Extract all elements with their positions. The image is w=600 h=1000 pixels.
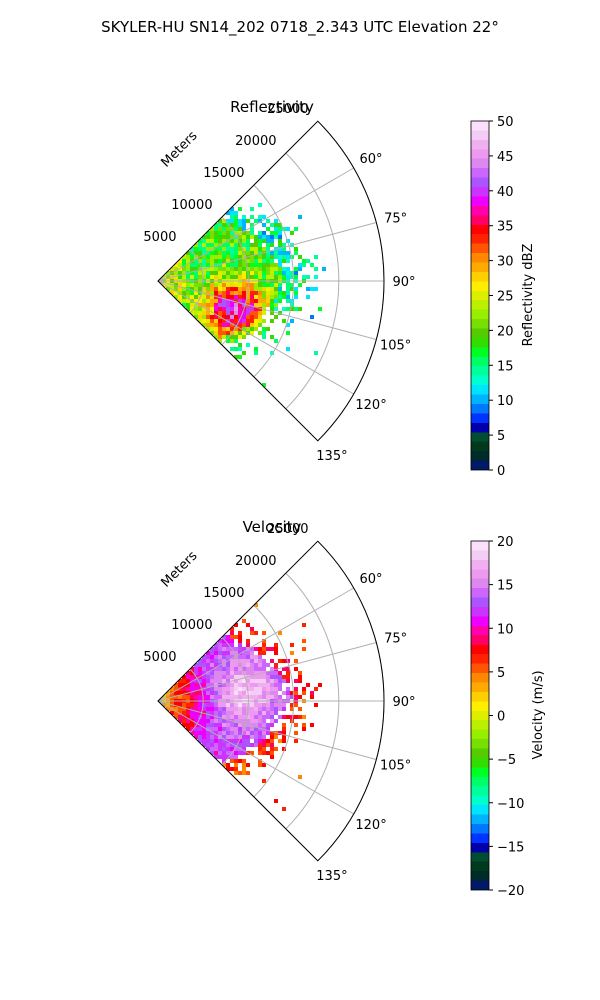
- colorbar-tick-label: 40: [497, 185, 514, 200]
- reflectivity-grid: [157, 120, 385, 442]
- azimuth-tick-label: 105°: [380, 759, 411, 774]
- velocity-panel: Velocity 5000 10000 15000 20000 25000 60° 75°…: [143, 518, 415, 884]
- colorbar-tick-label: 35: [497, 220, 514, 235]
- azimuth-tick-label: 120°: [355, 818, 386, 833]
- sector-boundary: [157, 120, 385, 442]
- velocity-echo: [158, 603, 322, 811]
- reflectivity-azimuth-ticks: 60° 75° 90° 105° 120° 135°: [316, 152, 415, 464]
- colorbar-tick-label: 10: [497, 394, 514, 409]
- azimuth-spoke: [157, 280, 377, 340]
- reflectivity-echo: [158, 203, 326, 387]
- azimuth-tick-label: 75°: [384, 211, 407, 226]
- azimuth-tick-label: 90°: [392, 695, 415, 710]
- sector-boundary: [157, 540, 385, 862]
- colorbar-tick-label: −15: [497, 840, 524, 855]
- azimuth-tick-label: 75°: [384, 631, 407, 646]
- azimuth-tick-label: 120°: [355, 398, 386, 413]
- reflectivity-colorbar-ticks: 0 5 10 15 20 25 30 35 40 45 50: [489, 115, 514, 479]
- colorbar-tick-label: −20: [497, 884, 524, 899]
- velocity-range-ticks: 5000 10000 15000 20000 25000: [143, 522, 308, 665]
- range-tick-label: 20000: [235, 134, 276, 149]
- colorbar-tick-label: 25: [497, 290, 514, 305]
- range-tick-label: 20000: [235, 554, 276, 569]
- velocity-colorbar-label: Velocity (m/s): [531, 670, 546, 759]
- range-tick-label: 25000: [267, 522, 308, 537]
- velocity-radial-label: Meters: [159, 548, 201, 590]
- figure-suptitle: SKYLER-HU SN14_202 0718_2.343 UTC Elevat…: [101, 18, 499, 37]
- azimuth-tick-label: 90°: [392, 275, 415, 290]
- colorbar-tick-label: 20: [497, 535, 514, 550]
- range-tick-label: 5000: [143, 230, 176, 245]
- azimuth-tick-label: 135°: [316, 449, 347, 464]
- colorbar-tick-label: 50: [497, 115, 514, 130]
- velocity-colorbar-bar: [470, 540, 490, 891]
- azimuth-spoke: [157, 280, 354, 395]
- range-tick-label: 25000: [267, 102, 308, 117]
- azimuth-spoke: [157, 642, 377, 702]
- velocity-title: Velocity: [243, 518, 302, 536]
- colorbar-tick-label: 15: [497, 359, 514, 374]
- velocity-grid: [157, 540, 385, 862]
- colorbar-tick-label: 15: [497, 579, 514, 594]
- azimuth-spoke: [157, 222, 377, 282]
- azimuth-spoke: [157, 587, 354, 702]
- colorbar-tick-label: 30: [497, 255, 514, 270]
- colorbar-tick-label: 0: [497, 464, 505, 479]
- reflectivity-colorbar-label: Reflectivity dBZ: [521, 244, 536, 347]
- range-tick-label: 15000: [203, 166, 244, 181]
- colorbar-tick-label: 0: [497, 710, 505, 725]
- range-tick-label: 15000: [203, 586, 244, 601]
- azimuth-spoke: [157, 700, 354, 815]
- velocity-azimuth-ticks: 60° 75° 90° 105° 120° 135°: [316, 572, 415, 884]
- reflectivity-colorbar-bar: [470, 120, 490, 471]
- azimuth-tick-label: 135°: [316, 869, 347, 884]
- reflectivity-title: Reflectivity: [230, 98, 314, 116]
- range-tick-label: 5000: [143, 650, 176, 665]
- colorbar-tick-label: 5: [497, 429, 505, 444]
- velocity-colorbar: −20 −15 −10 −5 0 5 10 15 20 Velocity (m/s): [470, 535, 546, 899]
- colorbar-tick-label: −5: [497, 753, 516, 768]
- colorbar-tick-label: 5: [497, 666, 505, 681]
- azimuth-tick-label: 105°: [380, 339, 411, 354]
- azimuth-tick-label: 60°: [360, 572, 383, 587]
- reflectivity-panel: Reflectivity 5000 10000 15000 20000 25000 60…: [143, 98, 415, 464]
- azimuth-spoke: [157, 700, 377, 760]
- azimuth-spoke: [157, 167, 354, 282]
- colorbar-tick-label: 20: [497, 324, 514, 339]
- velocity-colorbar-ticks: −20 −15 −10 −5 0 5 10 15 20: [489, 535, 524, 899]
- colorbar-tick-label: −10: [497, 797, 524, 812]
- reflectivity-colorbar: 0 5 10 15 20 25 30 35 40 45 50 Reflectivity dBZ: [470, 115, 536, 479]
- colorbar-tick-label: 10: [497, 622, 514, 637]
- colorbar-tick-label: 45: [497, 150, 514, 165]
- range-tick-label: 10000: [171, 198, 212, 213]
- reflectivity-radial-label: Meters: [159, 128, 201, 170]
- range-tick-label: 10000: [171, 618, 212, 633]
- reflectivity-range-ticks: 5000 10000 15000 20000 25000: [143, 102, 308, 245]
- azimuth-tick-label: 60°: [360, 152, 383, 167]
